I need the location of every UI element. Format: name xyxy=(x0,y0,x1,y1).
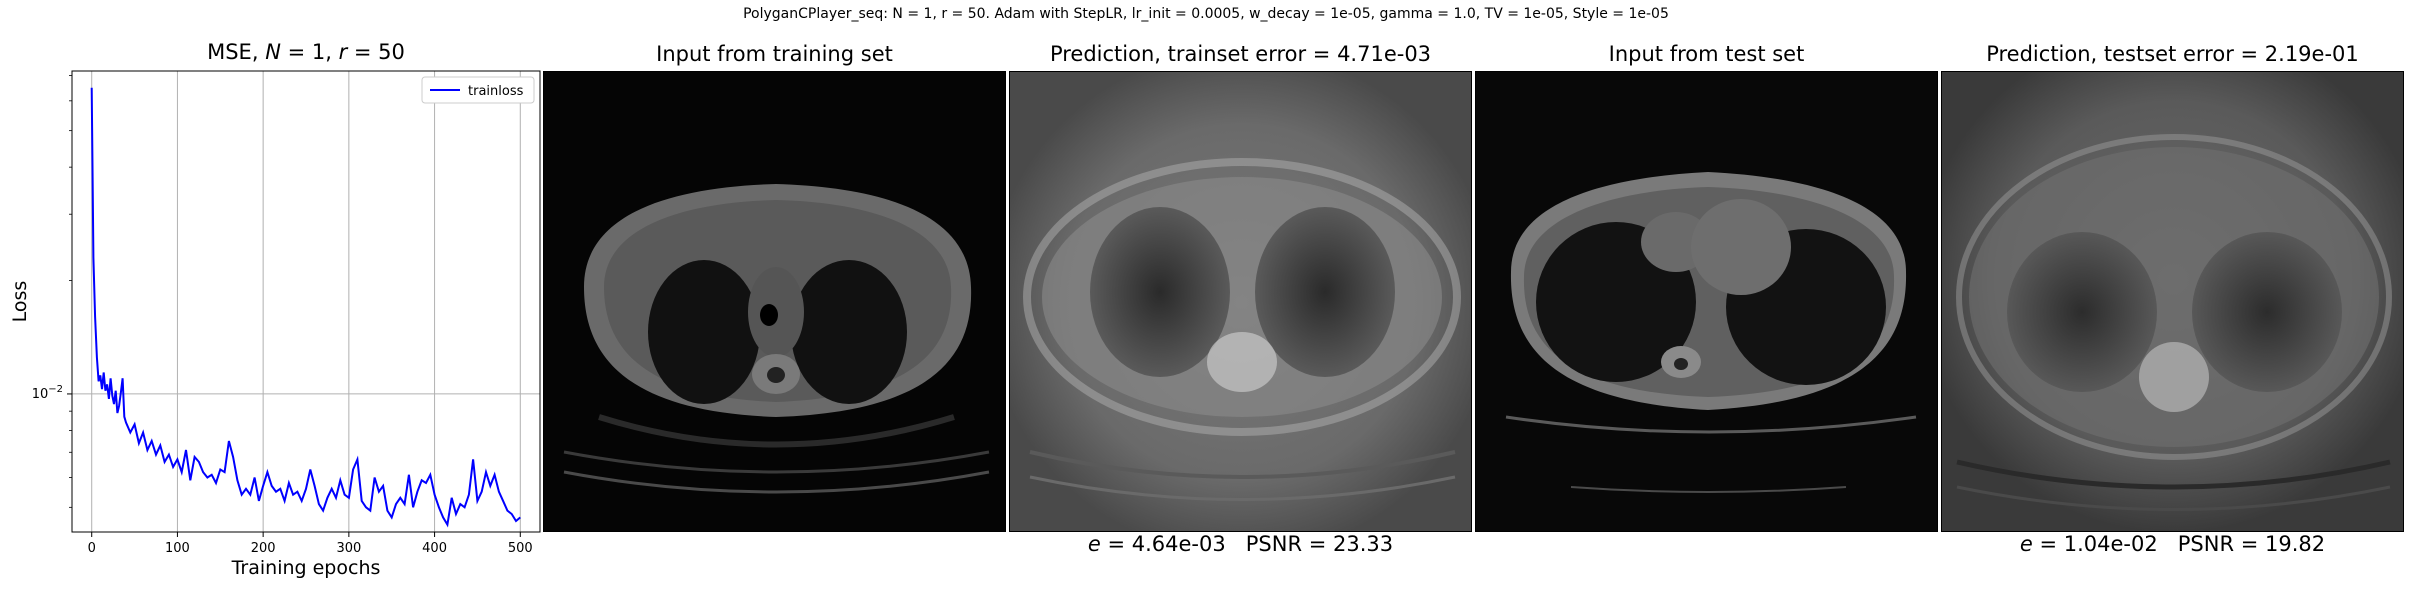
train-caption-metrics: = 4.64e-03 PSNR = 23.33 xyxy=(1100,532,1394,556)
y-tick-label: 10−2 xyxy=(32,384,63,402)
test-input-title: Input from test set xyxy=(1608,42,1805,66)
x-tick-label: 0 xyxy=(88,541,96,556)
train-prediction-ct-image xyxy=(1009,71,1472,532)
loss-chart: 0 100 200 300 400 500 10−2 MSE, N = 1, r = 50 Tr… xyxy=(9,40,541,579)
test-input-ct-image xyxy=(1475,71,1938,532)
figure-suptitle: PolyganCPlayer_seq: N = 1, r = 50. Adam … xyxy=(743,6,1669,22)
chart-title: MSE, N = 1, r = 50 xyxy=(207,40,405,64)
x-tick-label: 300 xyxy=(336,541,361,556)
legend-box xyxy=(421,76,535,104)
series-line-trainloss xyxy=(90,87,521,528)
test-prediction-caption: e = 1.04e-02 PSNR = 19.82 xyxy=(1941,532,2404,556)
test-caption-e-symbol: e xyxy=(2019,532,2033,556)
y-axis-label: Loss xyxy=(9,281,31,323)
x-tick-label: 400 xyxy=(422,541,447,556)
x-tick-label: 500 xyxy=(508,541,533,556)
train-input-ct-image xyxy=(543,71,1006,532)
x-axis-label: Training epochs xyxy=(231,557,381,579)
legend-label: trainloss xyxy=(468,84,524,99)
test-prediction-title: Prediction, testset error = 2.19e-01 xyxy=(1986,42,2359,66)
train-input-title: Input from training set xyxy=(656,42,893,66)
test-caption-metrics: = 1.04e-02 PSNR = 19.82 xyxy=(2032,532,2326,556)
x-tick-label: 200 xyxy=(251,541,276,556)
train-caption-e-symbol: e xyxy=(1087,532,1101,556)
x-tick-label: 100 xyxy=(165,541,190,556)
test-prediction-ct-image xyxy=(1941,71,2404,532)
train-prediction-caption: e = 4.64e-03 PSNR = 23.33 xyxy=(1009,532,1472,556)
plot-frame xyxy=(71,70,541,533)
train-prediction-title: Prediction, trainset error = 4.71e-03 xyxy=(1049,42,1432,66)
